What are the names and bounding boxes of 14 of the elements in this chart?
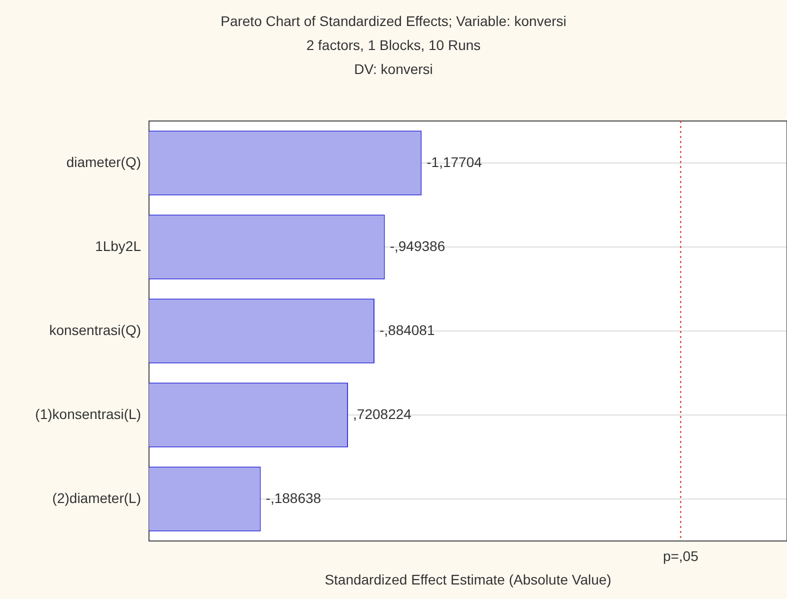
- ref-line-label: p=,05: [662, 548, 699, 564]
- y-tick-label: konsentrasi(Q): [49, 322, 141, 338]
- y-tick-label: (1)konsentrasi(L): [35, 406, 141, 422]
- y-tick-label: 1Lby2L: [95, 238, 142, 254]
- chart-title: Pareto Chart of Standardized Effects; Variable: konversi: [220, 12, 566, 29]
- x-axis-title: Standardized Effect Estimate (Absolute Value): [324, 571, 612, 588]
- annotation: -,188638: [266, 490, 322, 506]
- y-tick-label: (2)diameter(L): [52, 490, 141, 506]
- annotation: -,949386: [390, 238, 446, 254]
- chart-subtitle: 2 factors, 1 Blocks, 10 Runs DV: konversi: [306, 36, 481, 77]
- y-tick-label: diameter(Q): [66, 154, 141, 170]
- annotation: ,7208224: [353, 406, 412, 422]
- annotation: -,884081: [379, 322, 435, 338]
- annotation: -1,17704: [426, 154, 482, 170]
